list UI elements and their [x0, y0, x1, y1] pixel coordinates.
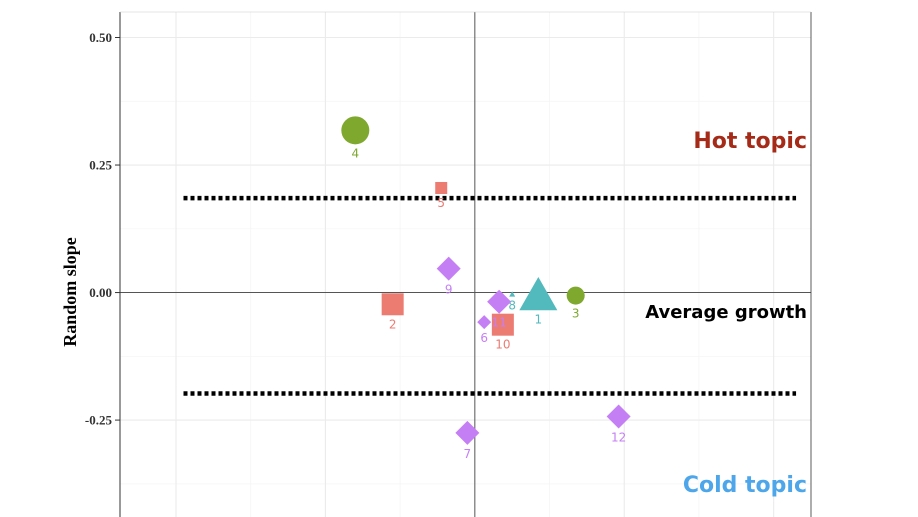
- data-point-6: [477, 315, 492, 330]
- hot-topic-label: Hot topic: [693, 129, 807, 154]
- cold-topic-label: Cold topic: [683, 473, 807, 498]
- data-point-3: [566, 286, 585, 305]
- point-label-11: 11: [491, 316, 506, 330]
- average-growth-label: Average growth: [645, 302, 807, 323]
- y-tick-label: 0.50: [89, 30, 112, 45]
- point-label-10: 10: [495, 338, 510, 352]
- point-label-8: 8: [508, 299, 516, 313]
- y-tick-label: -0.25: [85, 413, 113, 428]
- point-label-7: 7: [464, 447, 472, 461]
- y-axis-label: Random slope: [60, 237, 80, 347]
- data-point-1: [519, 277, 558, 311]
- point-label-12: 12: [611, 431, 626, 445]
- data-point-12: [606, 404, 631, 429]
- point-label-5: 5: [437, 196, 445, 210]
- point-label-6: 6: [480, 331, 488, 345]
- y-axis-ticks: -0.25 0.00 0.25 0.50: [85, 30, 120, 428]
- y-tick-label: 0.25: [89, 158, 112, 173]
- point-label-3: 3: [572, 307, 580, 321]
- axes: [119, 11, 812, 517]
- data-point-8: [509, 291, 516, 297]
- major-grid: [120, 12, 811, 517]
- point-label-2: 2: [389, 317, 397, 331]
- minor-grid: [120, 12, 811, 517]
- point-label-1: 1: [535, 312, 543, 326]
- point-label-9: 9: [445, 283, 453, 297]
- data-point-4: [341, 116, 370, 145]
- data-point-9: [436, 256, 461, 281]
- data-point-2: [381, 293, 404, 316]
- data-point-5: [435, 181, 448, 194]
- data-point-7: [455, 420, 480, 445]
- data-point-11: [487, 289, 512, 314]
- point-label-4: 4: [351, 146, 359, 160]
- annotations: Hot topic Average growth Cold topic: [645, 129, 807, 498]
- y-tick-label: 0.00: [89, 285, 112, 300]
- data-point-10: [491, 313, 514, 336]
